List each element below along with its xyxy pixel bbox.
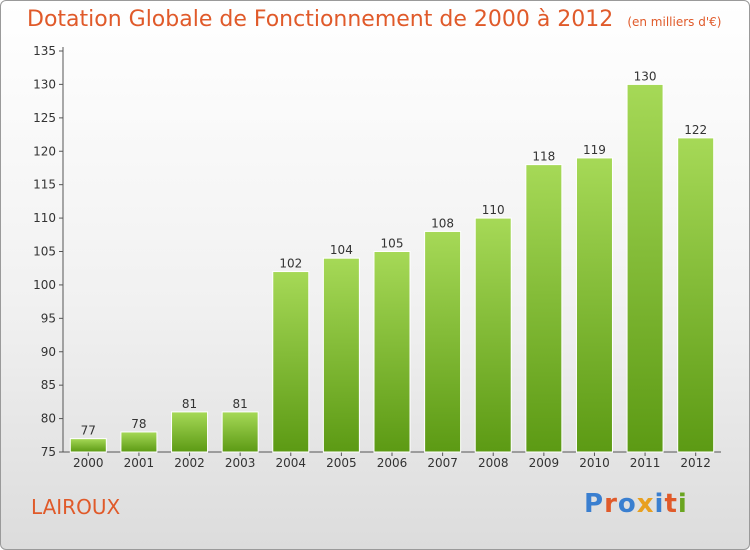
- chart-labels: 2000 77 2001 78 2002 81 2003 81 2004 102 2005 104 20…: [73, 69, 711, 470]
- data-label-2004: 102: [279, 257, 302, 271]
- x-tick-label-2002: 2002: [174, 456, 205, 470]
- logo-letter: x: [636, 489, 655, 519]
- x-tick-label-2001: 2001: [124, 456, 155, 470]
- y-tick-label: 110: [33, 211, 56, 225]
- logo-letter: o: [617, 489, 637, 519]
- data-label-2003: 81: [233, 397, 248, 411]
- y-tick-label: 90: [41, 345, 56, 359]
- data-label-2008: 110: [482, 203, 505, 217]
- data-label-2002: 81: [182, 397, 197, 411]
- logo-letter: t: [664, 489, 678, 519]
- x-tick-label-2005: 2005: [326, 456, 357, 470]
- data-label-2007: 108: [431, 216, 454, 230]
- data-label-2011: 130: [634, 69, 657, 83]
- x-tick-label-2004: 2004: [275, 456, 306, 470]
- x-tick-label-2012: 2012: [680, 456, 711, 470]
- chart-bars: [69, 83, 715, 453]
- data-label-2000: 77: [81, 424, 96, 438]
- y-tick-label: 85: [41, 378, 56, 392]
- bar-2009: [525, 164, 563, 453]
- chart-axes: 75 80 85 90 95 100 105 110 115 120 125 130 135: [33, 44, 721, 459]
- bar-2008: [474, 217, 512, 453]
- x-tick-label-2011: 2011: [630, 456, 661, 470]
- y-tick-label: 120: [33, 144, 56, 158]
- data-label-2009: 118: [532, 150, 555, 164]
- bar-2002: [171, 411, 209, 453]
- y-tick-label: 115: [33, 178, 56, 192]
- bar-2007: [424, 230, 462, 453]
- bar-2011: [626, 83, 664, 453]
- x-tick-label-2009: 2009: [529, 456, 560, 470]
- y-tick-label: 135: [33, 44, 56, 58]
- y-tick-label: 95: [41, 311, 56, 325]
- x-tick-label-2007: 2007: [427, 456, 458, 470]
- y-tick-label: 105: [33, 245, 56, 259]
- chart-subtitle: (en milliers d'€): [627, 15, 722, 29]
- x-tick-label-2008: 2008: [478, 456, 509, 470]
- bar-2000: [69, 438, 107, 453]
- data-label-2010: 119: [583, 143, 606, 157]
- bar-2005: [322, 257, 360, 453]
- data-label-2005: 104: [330, 243, 353, 257]
- x-tick-label-2006: 2006: [377, 456, 408, 470]
- proxiti-logo: Proxiti: [584, 489, 688, 519]
- x-tick-label-2003: 2003: [225, 456, 256, 470]
- bar-2003: [221, 411, 259, 453]
- bar-2006: [373, 251, 411, 453]
- logo-letter: i: [677, 489, 688, 519]
- bar-2004: [272, 271, 310, 453]
- y-tick-label: 80: [41, 412, 56, 426]
- data-label-2001: 78: [131, 417, 146, 431]
- bar-2012: [677, 137, 715, 453]
- data-label-2012: 122: [684, 123, 707, 137]
- y-tick-label: 75: [41, 445, 56, 459]
- x-tick-label-2000: 2000: [73, 456, 104, 470]
- logo-letter: P: [584, 489, 605, 519]
- y-tick-label: 125: [33, 111, 56, 125]
- logo-letter: i: [654, 489, 665, 519]
- data-label-2006: 105: [381, 237, 404, 251]
- bar-2001: [120, 431, 158, 453]
- chart-title: Dotation Globale de Fonctionnement de 20…: [27, 7, 721, 32]
- y-tick-label: 100: [33, 278, 56, 292]
- y-tick-label: 130: [33, 77, 56, 91]
- chart-title-text: Dotation Globale de Fonctionnement de 20…: [27, 7, 614, 32]
- bar-2010: [575, 157, 613, 453]
- commune-name: LAIROUX: [31, 495, 121, 519]
- logo-letter: r: [604, 489, 618, 519]
- x-tick-label-2010: 2010: [579, 456, 610, 470]
